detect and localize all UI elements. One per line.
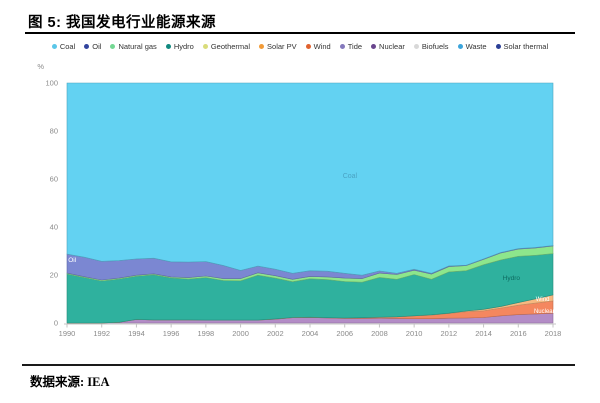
annotation-coal: Coal <box>343 173 358 180</box>
x-tick-label: 1994 <box>128 329 145 338</box>
y-tick-label: 100 <box>45 79 58 88</box>
y-tick-label: 40 <box>50 223 58 232</box>
stacked-area-chart: 1990 1992 1994 1996 1998 2000 2002 2004 2006 2008… <box>37 62 562 338</box>
legend-item-oil: Oil <box>84 42 101 51</box>
legend-label: Geothermal <box>210 42 251 51</box>
nuclear-swatch-icon <box>371 44 377 49</box>
legend-item-natural-gas: Natural gas <box>110 42 157 51</box>
legend-item-biofuels: Biofuels <box>413 42 449 51</box>
x-tick-label: 2014 <box>475 329 492 338</box>
legend-item-coal: Coal <box>51 42 76 51</box>
y-tick-label: 60 <box>50 175 58 184</box>
area-coal <box>66 82 554 276</box>
legend-label: Solar thermal <box>503 42 549 51</box>
legend-label: Hydro <box>173 42 194 51</box>
waste-swatch-icon <box>457 44 463 49</box>
legend-label: Coal <box>59 42 76 51</box>
x-tick-label: 2004 <box>302 329 319 338</box>
data-source-label: 数据来源: IEA <box>30 375 110 389</box>
legend-label: Oil <box>92 42 102 51</box>
footer-divider <box>22 364 575 366</box>
legend-item-geothermal: Geothermal <box>202 42 251 51</box>
annotation-nuclear: Nuclear <box>534 309 555 315</box>
x-tick-label: 1990 <box>59 329 76 338</box>
natural-gas-swatch-icon <box>110 44 116 49</box>
x-tick-label: 2016 <box>510 329 527 338</box>
legend-label: Solar PV <box>267 42 297 51</box>
y-axis-unit-label: % <box>37 62 44 71</box>
legend-label: Natural gas <box>118 42 157 51</box>
x-tick-label: 2012 <box>441 329 458 338</box>
x-tick-label: 1998 <box>198 329 215 338</box>
geothermal-swatch-icon <box>202 44 208 49</box>
biofuels-swatch-icon <box>413 44 419 49</box>
legend-item-wind: Wind <box>305 42 331 51</box>
solar-pv-swatch-icon <box>259 44 265 49</box>
x-tick-label: 1996 <box>163 329 180 338</box>
x-tick-label: 1992 <box>93 329 110 338</box>
annotation-wind: Wind <box>536 297 550 303</box>
y-tick-label: 0 <box>54 319 58 328</box>
wind-swatch-icon <box>305 44 311 49</box>
oil-swatch-icon <box>84 44 90 49</box>
title-underline <box>25 32 575 34</box>
annotation-oil: Oil <box>68 257 77 264</box>
legend-label: Wind <box>313 42 331 51</box>
legend-label: Nuclear <box>379 42 405 51</box>
legend-item-solar-thermal: Solar thermal <box>495 42 549 51</box>
hydro-swatch-icon <box>165 44 171 49</box>
x-tick-label: 2008 <box>371 329 388 338</box>
x-tick-label: 2006 <box>336 329 353 338</box>
legend-label: Tide <box>347 42 363 51</box>
legend-item-tide: Tide <box>339 42 363 51</box>
legend-item-waste: Waste <box>457 42 487 51</box>
legend-label: Biofuels <box>421 42 449 51</box>
legend-item-nuclear: Nuclear <box>371 42 405 51</box>
figure-title: 图 5: 我国发电行业能源来源 <box>28 15 216 31</box>
tide-swatch-icon <box>339 44 345 49</box>
x-tick-label: 2000 <box>232 329 249 338</box>
x-tick-label: 2010 <box>406 329 423 338</box>
chart-legend: Coal Oil Natural gas Hydro Geothermal Solar P… <box>0 42 600 51</box>
y-tick-label: 20 <box>50 271 58 280</box>
legend-item-hydro: Hydro <box>165 42 194 51</box>
legend-label: Waste <box>465 42 487 51</box>
coal-swatch-icon <box>51 44 57 49</box>
x-tick-label: 2018 <box>545 329 562 338</box>
annotation-hydro: Hydro <box>503 275 521 282</box>
legend-item-solar-pv: Solar PV <box>259 42 297 51</box>
solar-thermal-swatch-icon <box>495 44 501 49</box>
x-tick-label: 2002 <box>267 329 284 338</box>
y-tick-label: 80 <box>50 127 58 136</box>
